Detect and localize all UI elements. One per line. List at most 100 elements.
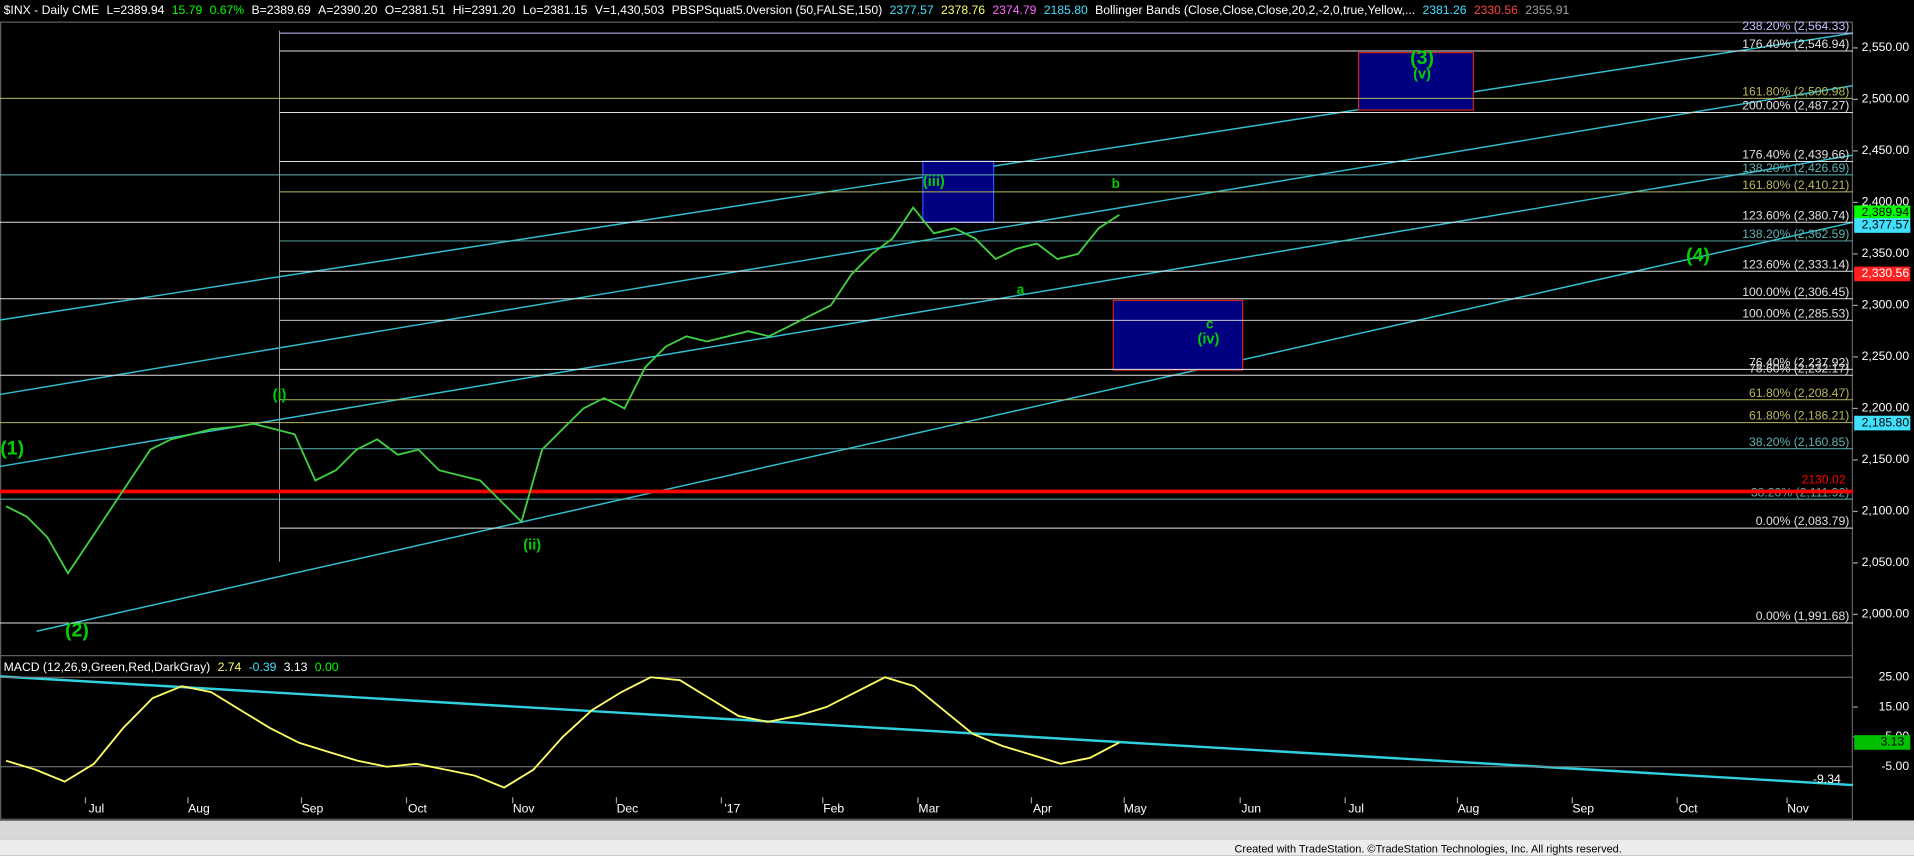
header-item: 2378.76	[941, 3, 985, 17]
fib-label: 161.80% (2,410.21)	[1742, 178, 1849, 192]
header-item: B=2389.69	[251, 3, 311, 17]
header-item: 2374.79	[992, 3, 1036, 17]
header-item: 0.67%	[210, 3, 245, 17]
macd-tick-label: 15.00	[1879, 699, 1910, 713]
macd-tick-label: 25.00	[1879, 669, 1910, 683]
x-tick-label: Aug	[188, 802, 210, 816]
header: $INX - Daily CME L=2389.94 15.79 0.67% B=238…	[4, 3, 1570, 17]
wave-label: a	[1017, 282, 1025, 297]
y-tick-label: 2,000.00	[1862, 607, 1910, 621]
header-item: 2185.80	[1044, 3, 1088, 17]
price-tag-label: 2,377.57	[1862, 218, 1910, 232]
price-tag	[1854, 266, 1911, 282]
header-item: $INX - Daily CME	[4, 3, 99, 17]
wave-label: (iii)	[923, 174, 945, 190]
header-item: 2381.26	[1422, 3, 1466, 17]
channel-line	[0, 154, 1854, 468]
fib-label: 61.80% (2,208.47)	[1749, 386, 1849, 400]
header-item: 2330.56	[1474, 3, 1518, 17]
header-item: Lo=2381.15	[523, 3, 588, 17]
price-tag	[1854, 205, 1911, 221]
macd-reading: 0.00	[315, 660, 339, 674]
fib-label: 76.40% (2,237.92)	[1749, 355, 1849, 369]
price-tag-label: 2,185.80	[1862, 415, 1910, 429]
channel-line	[0, 84, 1854, 396]
macd-title: MACD (12,26,9,Green,Red,DarkGray)	[4, 660, 211, 674]
fib-label: 0.00% (2,083.79)	[1756, 514, 1850, 528]
header-item: Bollinger Bands (Close,Close,Close,20,2,…	[1095, 3, 1415, 17]
wave-label: b	[1112, 176, 1120, 191]
y-tick-label: 2,250.00	[1862, 349, 1910, 363]
y-tick-label: 2,400.00	[1862, 195, 1910, 209]
price-line	[5, 676, 1120, 789]
fib-label: 238.20% (2,564.33)	[1742, 19, 1849, 33]
wave-label: (1)	[0, 438, 24, 460]
wave-label: (3)	[1410, 47, 1434, 69]
scrollbar[interactable]	[0, 820, 1914, 840]
y-tick-label: 2,050.00	[1862, 555, 1910, 569]
header-item: 15.79	[172, 3, 203, 17]
target-boxes	[922, 52, 1474, 371]
x-tick-label: Oct	[408, 802, 428, 816]
x-tick-label: Nov	[513, 802, 536, 816]
fib-label: 0.00% (1,991.68)	[1756, 609, 1850, 623]
fib-label: 123.60% (2,380.74)	[1742, 208, 1849, 222]
y-tick-label: 2,300.00	[1862, 298, 1910, 312]
target-box	[1112, 299, 1244, 371]
macd-trend-label: -9.34	[1813, 772, 1841, 786]
footer: Created with TradeStation. ©TradeStation…	[1235, 844, 1622, 856]
status-bar	[0, 839, 1914, 856]
fib-label: 138.20% (2,362.59)	[1742, 227, 1849, 241]
x-tick-label: Dec	[617, 802, 639, 816]
header-item: L=2389.94	[106, 3, 164, 17]
macd-reading: 2.74	[218, 660, 242, 674]
x-tick-label: Nov	[1787, 802, 1810, 816]
header-item: Hi=2391.20	[453, 3, 516, 17]
wave-label: c	[1206, 316, 1214, 331]
y-tick-label: 2,100.00	[1862, 504, 1910, 518]
wave-label: (4)	[1686, 245, 1710, 267]
price-tag	[1854, 218, 1911, 233]
x-tick-label: Sep	[302, 802, 324, 816]
wave-label: (v)	[1413, 66, 1431, 82]
y-tick-label: 2,550.00	[1862, 40, 1910, 54]
x-tick-label: '17	[724, 802, 740, 816]
fib-label: 100.00% (2,285.53)	[1742, 306, 1849, 320]
header-item: A=2390.20	[318, 3, 378, 17]
fib-label: 38.20% (2,160.85)	[1749, 435, 1849, 449]
header-item: 2355.91	[1525, 3, 1569, 17]
macd-reading: 3.13	[284, 660, 308, 674]
x-tick-label: Feb	[823, 802, 844, 816]
macd-tick-label: -5.00	[1881, 759, 1909, 773]
fib-label: 176.40% (2,546.94)	[1742, 37, 1849, 51]
macd-tag-label: 3.13	[1881, 735, 1905, 749]
y-tick-label: 2,450.00	[1862, 143, 1910, 157]
channel-line	[36, 221, 1854, 632]
wave-label: (iv)	[1197, 331, 1219, 347]
price-tag	[1854, 415, 1911, 431]
y-tick-label: 2,200.00	[1862, 401, 1910, 415]
x-tick-label: Jun	[1241, 802, 1261, 816]
price-tag-label: 2,389.94	[1862, 205, 1910, 219]
y-tick-label: 2,350.00	[1862, 246, 1910, 260]
header-item: 2377.57	[890, 3, 934, 17]
support-label: 2130.02	[1802, 473, 1846, 487]
fib-label: 138.20% (2,426.69)	[1742, 161, 1849, 175]
price-line	[5, 206, 1120, 575]
plot-frame	[0, 21, 1853, 820]
target-box	[1357, 52, 1474, 111]
macd-reading: -0.39	[249, 660, 277, 674]
x-tick-label: Sep	[1572, 802, 1594, 816]
fib-label: 161.80% (2,500.98)	[1742, 84, 1849, 98]
x-tick-label: Jul	[1348, 802, 1364, 816]
macd-tag	[1854, 735, 1911, 750]
x-tick-label: Oct	[1679, 802, 1699, 816]
header-item: PBSPSquat5.0version (50,FALSE,150)	[672, 3, 883, 17]
x-tick-label: Mar	[918, 802, 939, 816]
wave-label: (i)	[273, 388, 287, 404]
x-tick-label: Aug	[1458, 802, 1480, 816]
y-tick-label: 2,500.00	[1862, 92, 1910, 106]
fib-label: 78.60% (2,232.17)	[1749, 361, 1849, 375]
fib-label: 100.00% (2,306.45)	[1742, 285, 1849, 299]
